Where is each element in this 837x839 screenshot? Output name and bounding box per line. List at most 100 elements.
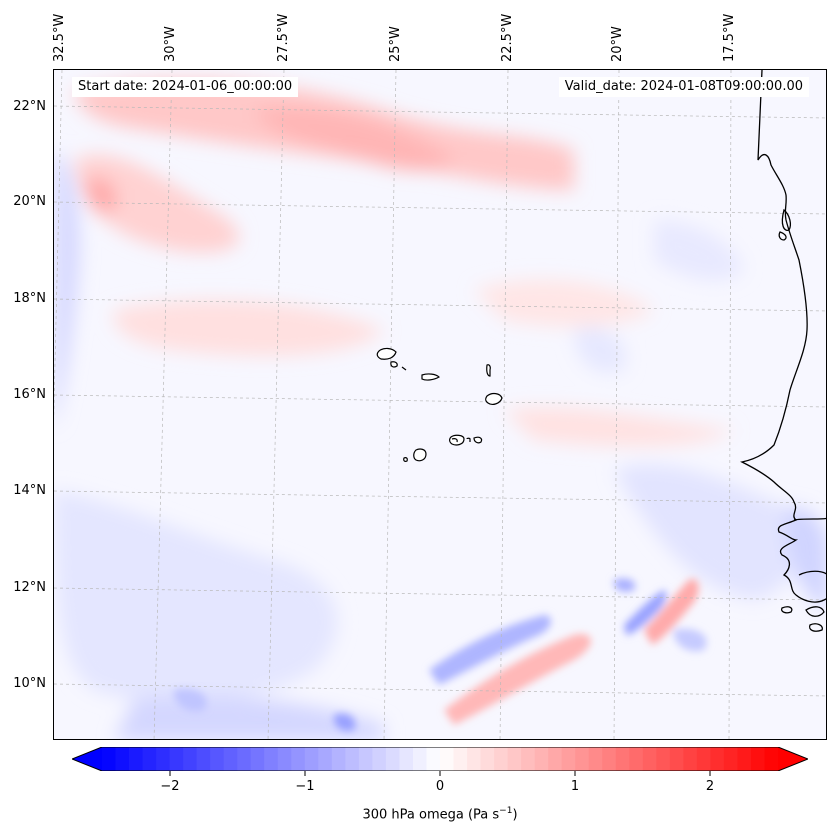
colorbar-level [318, 747, 333, 771]
lat-gridline [54, 105, 826, 119]
positive-region [254, 108, 454, 171]
positive-region [444, 634, 591, 725]
colorbar-level [534, 747, 549, 771]
lat-tick-label: 14°N [13, 483, 46, 498]
negative-region [574, 327, 626, 374]
negative-region [614, 464, 802, 600]
omega-field-contours [173, 578, 707, 732]
island [466, 437, 471, 442]
colorbar-level [696, 747, 711, 771]
colorbar-level [588, 747, 603, 771]
island [376, 347, 397, 360]
colorbar-level [615, 747, 630, 771]
colorbar-label-end: ) [512, 807, 518, 823]
colorbar-level [750, 747, 766, 771]
colorbar-level [669, 747, 684, 771]
colorbar-level [737, 747, 752, 771]
negative-region [173, 688, 207, 712]
lon-gridline [383, 70, 397, 739]
island [403, 457, 408, 462]
colorbar-tick-label: −1 [295, 779, 315, 794]
positive-region [644, 579, 699, 645]
colorbar-level [440, 747, 455, 771]
lon-gridline [613, 70, 620, 739]
lat-gridline [54, 201, 826, 215]
lon-tick-label: 20°W [610, 26, 625, 62]
positive-region [113, 299, 384, 356]
positive-region [474, 279, 654, 327]
lat-tick-label: 10°N [13, 676, 46, 691]
colorbar-tick-label: 2 [705, 779, 715, 794]
island [485, 392, 503, 405]
lon-tick-label: 32.5°W [52, 13, 67, 62]
colorbar-levels [102, 747, 779, 771]
positive-region [84, 177, 117, 214]
africa-coastline [780, 606, 793, 614]
lat-tick-label: 18°N [13, 291, 46, 306]
valid-date-label: Valid_date: 2024-01-08T09:00:00.00 [558, 77, 809, 97]
lat-gridline [54, 587, 826, 601]
colorbar-level [169, 747, 184, 771]
omega-field-map [54, 70, 826, 739]
colorbar-level [358, 747, 373, 771]
africa-coastline [740, 70, 826, 603]
africa-coastline [805, 606, 825, 617]
colorbar-level [399, 747, 414, 771]
cape-verde-islands [376, 347, 503, 462]
positive-region [504, 407, 734, 447]
negative-region [54, 490, 338, 704]
colorbar-level [304, 747, 319, 771]
colorbar-level [467, 747, 482, 771]
colorbar-tick-label: −2 [160, 779, 180, 794]
colorbar-level [575, 747, 590, 771]
colorbar-level [453, 747, 468, 771]
africa-coastline [798, 570, 826, 576]
colorbar-tick-label: 1 [570, 779, 580, 794]
omega-field-contours [54, 79, 826, 739]
colorbar-level [210, 747, 225, 771]
colorbar-level [156, 747, 171, 771]
colorbar-label-superscript: −1 [499, 806, 513, 816]
colorbar-level [183, 747, 198, 771]
colorbar-level [237, 747, 252, 771]
colorbar-level [642, 747, 657, 771]
colorbar-level [385, 747, 401, 771]
colorbar-level [102, 747, 117, 771]
island [401, 366, 407, 371]
lat-gridline [54, 394, 826, 408]
colorbar-label: 300 hPa omega (Pa s−1) [0, 806, 837, 822]
lat-tick-label: 20°N [13, 194, 46, 209]
colorbar-level [223, 747, 238, 771]
colorbar-level [521, 747, 536, 771]
negative-region [54, 150, 81, 430]
colorbar-level [372, 747, 387, 771]
colorbar-label-main: 300 hPa omega (Pa s [362, 807, 500, 823]
africa-coastline [793, 517, 826, 521]
colorbar-level [142, 747, 157, 771]
island [421, 373, 440, 381]
colorbar-level [426, 747, 441, 771]
negative-region [613, 578, 636, 592]
lat-tick-label: 12°N [13, 580, 46, 595]
negative-region [784, 507, 826, 609]
lon-gridline [499, 70, 509, 739]
negative-region [654, 220, 744, 281]
lon-tick-label: 22.5°W [500, 13, 515, 62]
colorbar-level [196, 747, 211, 771]
island [390, 361, 398, 368]
colorbar-level [656, 747, 671, 771]
negative-region [624, 590, 667, 635]
colorbar-level [331, 747, 346, 771]
colorbar-level [723, 747, 739, 771]
island [486, 364, 491, 377]
lat-gridline [54, 490, 826, 504]
lon-gridline [267, 70, 285, 739]
colorbar-level [250, 747, 265, 771]
negative-region [429, 615, 551, 685]
island [413, 448, 427, 462]
lon-tick-label: 25°W [388, 26, 403, 62]
colorbar-level [412, 747, 428, 771]
island [473, 436, 483, 444]
map-plot-area [53, 69, 827, 740]
